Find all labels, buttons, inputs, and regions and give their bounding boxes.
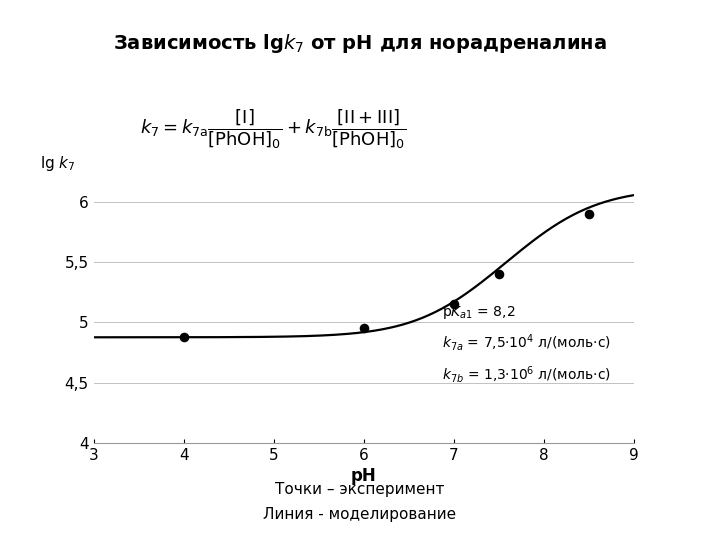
Text: $k_7 = k_{7\mathrm{a}}\dfrac{[\mathrm{I}]}{[\mathrm{PhOH}]_0} + k_{7\mathrm{b}}\: $k_7 = k_{7\mathrm{a}}\dfrac{[\mathrm{I}… <box>140 108 407 151</box>
Text: lg $k_7$: lg $k_7$ <box>40 154 75 173</box>
Point <box>492 269 504 278</box>
Text: p$K_{a1}$ = 8,2
$k_{7a}$ = 7,5·10$^4$ л/(моль·с)
$k_{7b}$ = 1,3·10$^6$ л/(моль·с: p$K_{a1}$ = 8,2 $k_{7a}$ = 7,5·10$^4$ л/… <box>442 304 611 384</box>
Text: Зависимость lg$k_7$ от pH для норадреналина: Зависимость lg$k_7$ от pH для норадренал… <box>113 32 607 56</box>
Point <box>358 324 369 333</box>
Text: Точки – эксперимент: Точки – эксперимент <box>275 482 445 497</box>
Point <box>178 333 189 341</box>
Point <box>448 300 459 308</box>
Point <box>583 210 595 218</box>
Text: Линия - моделирование: Линия - моделирование <box>264 508 456 523</box>
X-axis label: pH: pH <box>351 467 377 485</box>
